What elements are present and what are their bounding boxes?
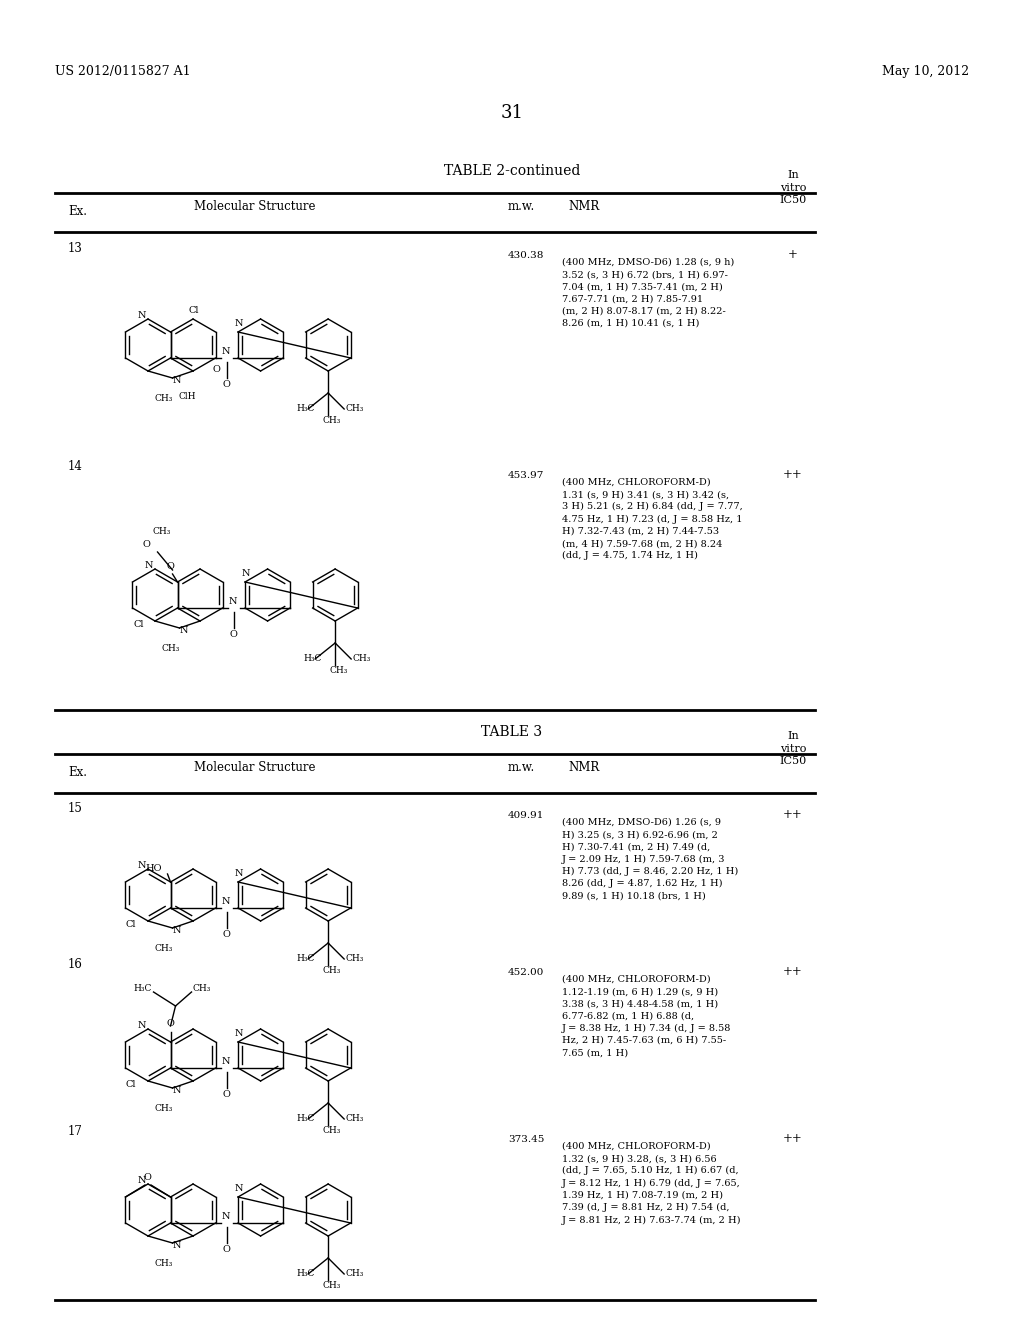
Text: N: N (172, 1086, 181, 1096)
Text: Molecular Structure: Molecular Structure (195, 201, 315, 213)
Text: (400 MHz, CHLOROFORM-D)
1.31 (s, 9 H) 3.41 (s, 3 H) 3.42 (s,
3 H) 5.21 (s, 2 H) : (400 MHz, CHLOROFORM-D) 1.31 (s, 9 H) 3.… (562, 478, 742, 561)
Text: CH₃: CH₃ (155, 944, 173, 953)
Text: O: O (223, 1245, 230, 1254)
Text: CH₃: CH₃ (323, 1126, 341, 1135)
Text: NMR: NMR (568, 762, 599, 774)
Text: H₃C: H₃C (296, 1269, 314, 1278)
Text: CH₃: CH₃ (345, 954, 364, 964)
Text: Cl: Cl (188, 306, 199, 315)
Text: CH₃: CH₃ (329, 667, 347, 675)
Text: 453.97: 453.97 (508, 471, 545, 480)
Text: O: O (229, 630, 238, 639)
Text: ++: ++ (783, 469, 803, 480)
Text: CH₃: CH₃ (193, 983, 211, 993)
Text: TABLE 2-continued: TABLE 2-continued (443, 164, 581, 178)
Text: TABLE 3: TABLE 3 (481, 725, 543, 739)
Text: N: N (236, 1184, 244, 1193)
Text: Cl: Cl (126, 1080, 136, 1089)
Text: H₃C: H₃C (133, 983, 152, 993)
Text: Ex.: Ex. (68, 766, 87, 779)
Text: N: N (138, 1176, 146, 1185)
Text: H₃C: H₃C (296, 404, 314, 413)
Text: HO: HO (145, 865, 162, 873)
Text: CH₃: CH₃ (323, 966, 341, 975)
Text: US 2012/0115827 A1: US 2012/0115827 A1 (55, 65, 190, 78)
Text: N: N (228, 597, 238, 606)
Text: m.w.: m.w. (508, 762, 536, 774)
Text: m.w.: m.w. (508, 201, 536, 213)
Text: Cl: Cl (126, 920, 136, 929)
Text: In
vitro
IC50: In vitro IC50 (779, 170, 807, 205)
Text: 409.91: 409.91 (508, 810, 545, 820)
Text: CH₃: CH₃ (162, 644, 180, 653)
Text: N: N (172, 376, 181, 385)
Text: N: N (236, 1030, 244, 1038)
Text: 15: 15 (68, 803, 83, 814)
Text: 16: 16 (68, 958, 83, 972)
Text: ++: ++ (783, 1133, 803, 1144)
Text: H₃C: H₃C (296, 1114, 314, 1123)
Text: CH₃: CH₃ (345, 404, 364, 413)
Text: CH₃: CH₃ (323, 416, 341, 425)
Text: O: O (167, 1019, 174, 1028)
Text: NMR: NMR (568, 201, 599, 213)
Text: O: O (213, 366, 221, 374)
Text: May 10, 2012: May 10, 2012 (882, 65, 969, 78)
Text: N: N (222, 1057, 230, 1067)
Text: O: O (144, 1173, 152, 1181)
Text: N: N (222, 347, 230, 356)
Text: ++: ++ (783, 965, 803, 978)
Text: O: O (167, 562, 174, 572)
Text: O: O (223, 1090, 230, 1100)
Text: 452.00: 452.00 (508, 968, 545, 977)
Text: H₃C: H₃C (296, 954, 314, 964)
Text: N: N (179, 626, 188, 635)
Text: Cl: Cl (133, 620, 143, 630)
Text: 14: 14 (68, 459, 83, 473)
Text: CH₃: CH₃ (153, 527, 171, 536)
Text: CH₃: CH₃ (155, 1259, 173, 1269)
Text: N: N (222, 898, 230, 906)
Text: (400 MHz, DMSO-D6) 1.28 (s, 9 h)
3.52 (s, 3 H) 6.72 (brs, 1 H) 6.97-
7.04 (m, 1 : (400 MHz, DMSO-D6) 1.28 (s, 9 h) 3.52 (s… (562, 257, 734, 327)
Text: O: O (223, 380, 230, 389)
Text: CH₃: CH₃ (323, 1280, 341, 1290)
Text: (400 MHz, CHLOROFORM-D)
1.32 (s, 9 H) 3.28, (s, 3 H) 6.56
(dd, J = 7.65, 5.10 Hz: (400 MHz, CHLOROFORM-D) 1.32 (s, 9 H) 3.… (562, 1142, 741, 1225)
Text: 430.38: 430.38 (508, 251, 545, 260)
Text: CH₃: CH₃ (155, 393, 173, 403)
Text: 17: 17 (68, 1125, 83, 1138)
Text: 31: 31 (501, 104, 523, 121)
Text: Molecular Structure: Molecular Structure (195, 762, 315, 774)
Text: (400 MHz, CHLOROFORM-D)
1.12-1.19 (m, 6 H) 1.29 (s, 9 H)
3.38 (s, 3 H) 4.48-4.58: (400 MHz, CHLOROFORM-D) 1.12-1.19 (m, 6 … (562, 975, 731, 1057)
Text: H₃C: H₃C (303, 653, 322, 663)
Text: N: N (236, 319, 244, 327)
Text: 373.45: 373.45 (508, 1135, 545, 1144)
Text: N: N (138, 1020, 146, 1030)
Text: (400 MHz, DMSO-D6) 1.26 (s, 9
H) 3.25 (s, 3 H) 6.92-6.96 (m, 2
H) 7.30-7.41 (m, : (400 MHz, DMSO-D6) 1.26 (s, 9 H) 3.25 (s… (562, 818, 738, 900)
Text: O: O (223, 931, 230, 939)
Text: CH₃: CH₃ (345, 1269, 364, 1278)
Text: O: O (142, 540, 151, 549)
Text: CH₃: CH₃ (345, 1114, 364, 1123)
Text: N: N (138, 312, 146, 319)
Text: N: N (172, 927, 181, 935)
Text: +: + (788, 248, 798, 261)
Text: N: N (242, 569, 251, 578)
Text: Ex.: Ex. (68, 205, 87, 218)
Text: N: N (222, 1212, 230, 1221)
Text: In
vitro
IC50: In vitro IC50 (779, 731, 807, 766)
Text: CH₃: CH₃ (352, 653, 371, 663)
Text: N: N (138, 861, 146, 870)
Text: ClH: ClH (178, 392, 196, 401)
Text: CH₃: CH₃ (155, 1104, 173, 1113)
Text: N: N (172, 1241, 181, 1250)
Text: N: N (145, 561, 154, 570)
Text: N: N (236, 869, 244, 878)
Text: 13: 13 (68, 242, 83, 255)
Text: ++: ++ (783, 808, 803, 821)
